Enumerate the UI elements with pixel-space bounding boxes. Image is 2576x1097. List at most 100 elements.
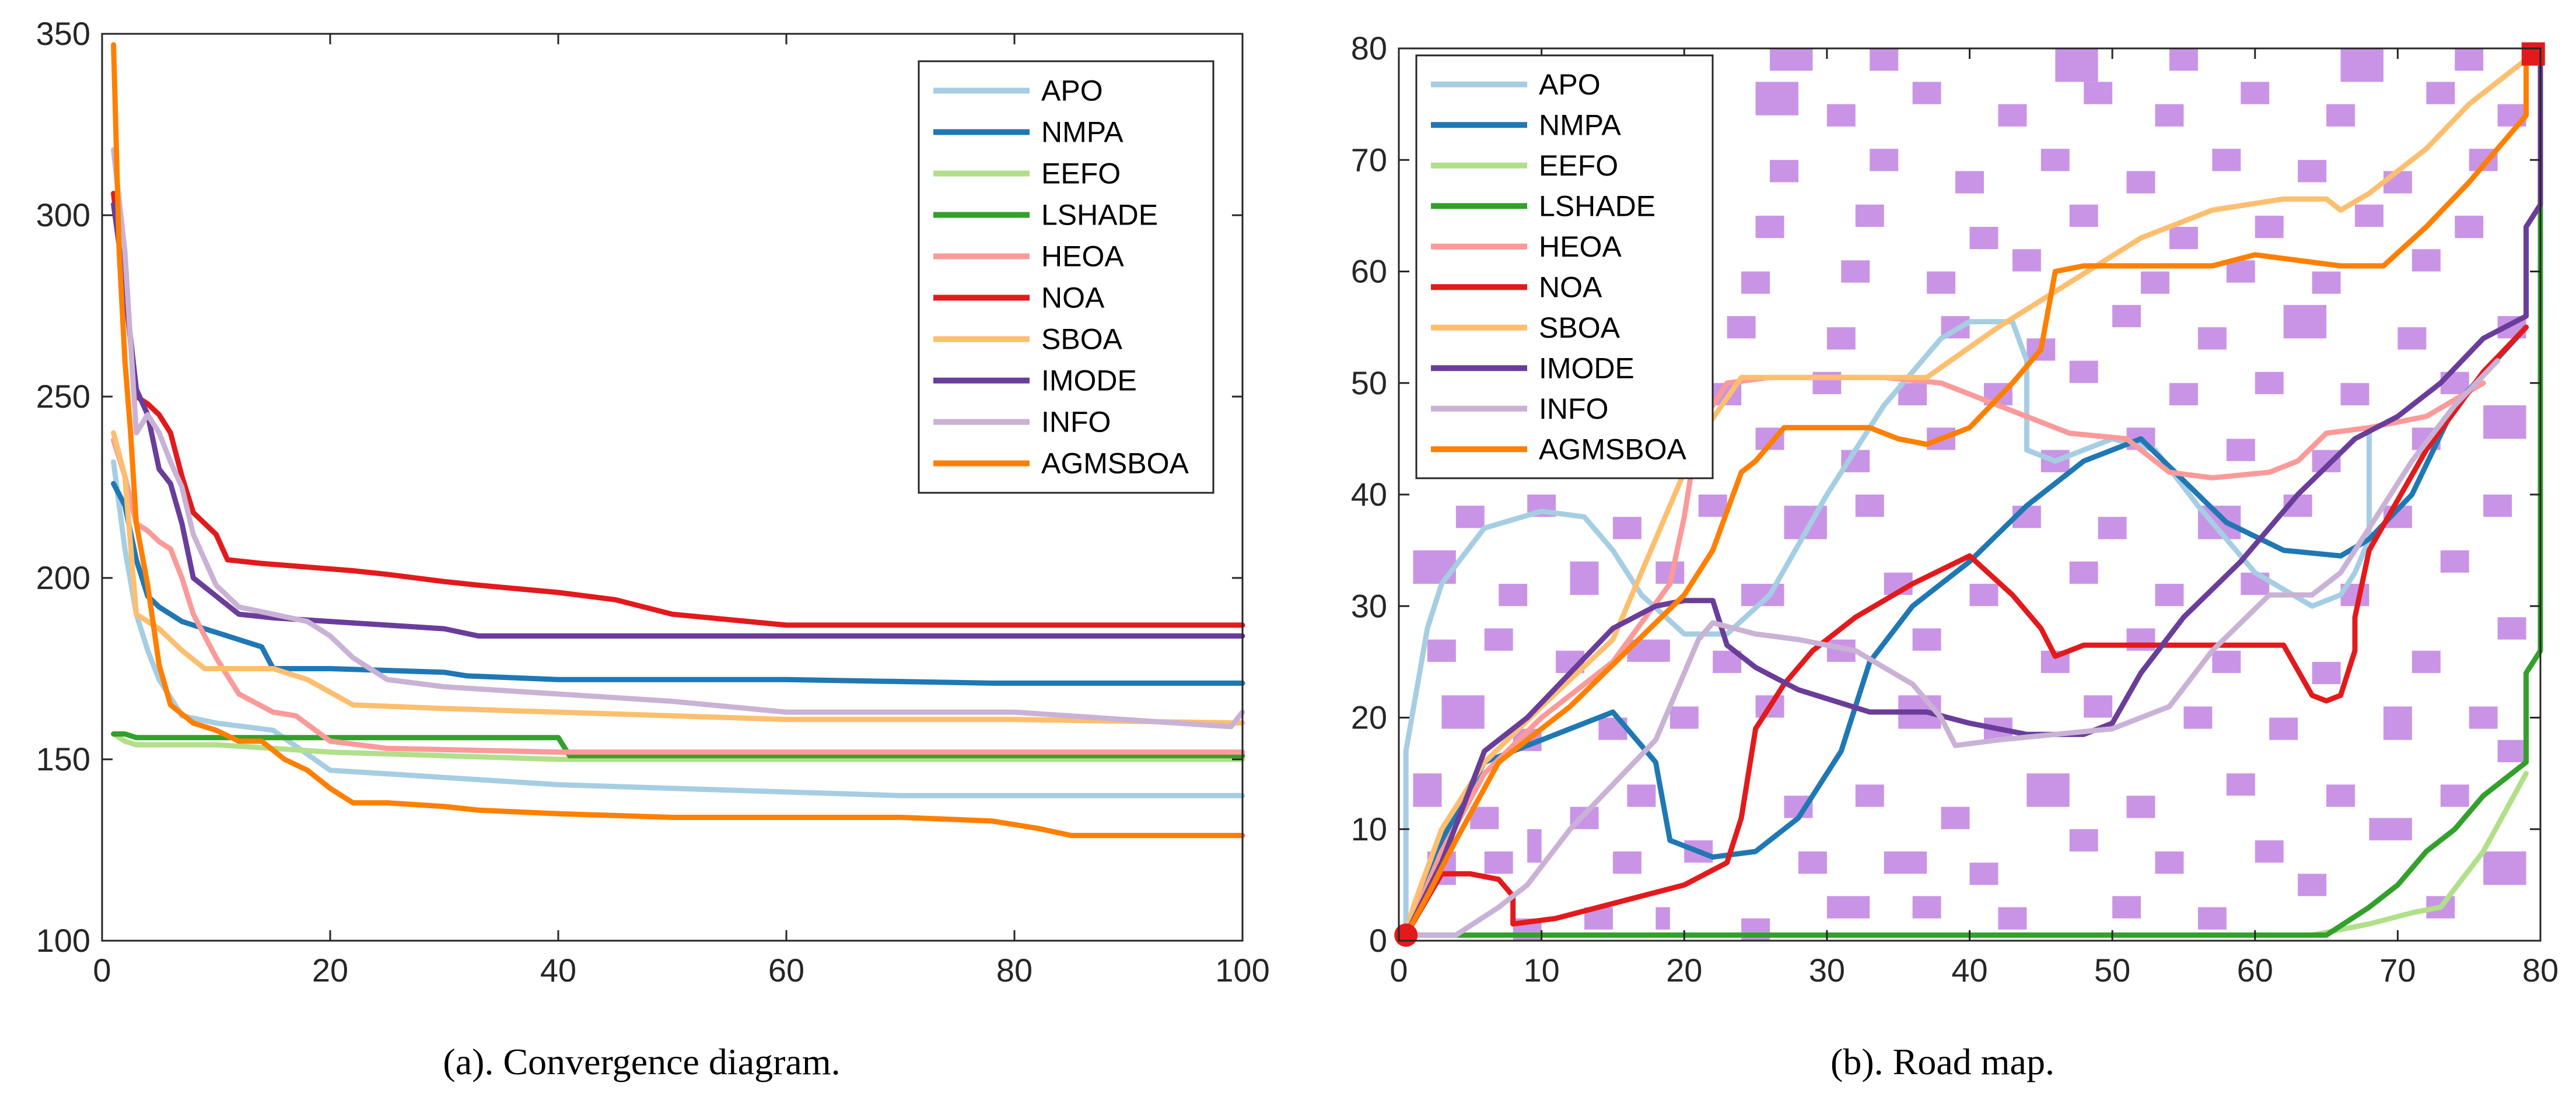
series-line-agmsboa: [111, 42, 1245, 839]
convergence-panel: 0 20 40 60 80 100 100 150 200 250 300 350 APO NMPA EEF…: [36, 15, 1270, 989]
obstacle-block: [1826, 327, 1856, 350]
obstacle-block: [1912, 628, 1941, 651]
y-tick-label: 60: [1351, 253, 1387, 290]
obstacle-block: [2112, 896, 2141, 919]
obstacle-block: [1612, 851, 1642, 874]
y-tick-label: 300: [36, 197, 90, 233]
y-tick-label: 50: [1351, 365, 1387, 401]
obstacle-block: [1969, 584, 1999, 607]
obstacle-block: [1855, 784, 1884, 807]
obstacle-block: [1741, 271, 1770, 294]
obstacle-block: [2155, 584, 2184, 607]
obstacle-block: [1455, 506, 1485, 528]
obstacle-block: [2241, 82, 2270, 104]
obstacle-block: [2369, 818, 2412, 840]
obstacle-block: [1884, 851, 1927, 874]
obstacle-block: [1969, 227, 1999, 250]
obstacle-block: [2012, 249, 2041, 272]
obstacle-block: [2440, 784, 2469, 807]
obstacle-block: [2041, 149, 2070, 171]
x-tick-label: 10: [1523, 952, 1559, 989]
legend-label-agmsboa: AGMSBOA: [1539, 433, 1686, 465]
obstacle-block: [2312, 271, 2341, 294]
legend-label-sboa: SBOA: [1041, 323, 1123, 356]
obstacle-block: [2469, 706, 2498, 729]
obstacle-block: [2169, 227, 2198, 250]
obstacle-block: [2169, 383, 2198, 405]
road-map-panel: 0 10 20 30 40 50 60 70 80 0 10 20 30 40 50 60 70 80 APO NMP…: [1351, 30, 2558, 989]
x-tick-label: 70: [2379, 952, 2416, 989]
y-tick-label: 30: [1351, 587, 1387, 624]
series-line-eefo: [1403, 770, 2529, 938]
y-tick-label: 250: [36, 378, 90, 415]
obstacle-block: [1427, 639, 1456, 662]
obstacle-block: [2069, 561, 2098, 584]
y-tick-label: 10: [1351, 811, 1387, 847]
legend-label-info: INFO: [1041, 406, 1111, 439]
road-map-legend: APO NMPA EEFO LSHADE HEOA NOA SBOA IMODE INFO AGM…: [1415, 54, 1714, 479]
obstacle-block: [2055, 48, 2098, 82]
series-line-heoa: [111, 437, 1245, 755]
series-line-lshade: [111, 731, 1245, 759]
y-tick-label: 0: [1369, 922, 1387, 959]
y-tick-label: 20: [1351, 699, 1387, 736]
series-line-imode: [1403, 45, 2543, 938]
obstacle-block: [2398, 327, 2427, 350]
legend-label-lshade: LSHADE: [1041, 199, 1158, 232]
obstacle-block: [1499, 584, 1528, 607]
obstacle-block: [2455, 48, 2484, 71]
legend-label-noa: NOA: [1539, 271, 1602, 303]
obstacle-block: [2497, 617, 2526, 640]
x-tick-label: 60: [2237, 952, 2273, 989]
x-tick-label: 80: [996, 952, 1032, 989]
x-tick-label: 40: [1951, 952, 1987, 989]
obstacle-block: [2112, 304, 2141, 328]
obstacle-block: [2212, 149, 2241, 171]
series-line-apo: [111, 459, 1245, 798]
legend-label-imode: IMODE: [1041, 365, 1137, 397]
legend-label-sboa: SBOA: [1539, 311, 1620, 344]
obstacle-block: [1698, 495, 1727, 517]
legend-label-apo: APO: [1041, 75, 1103, 107]
legend-label-info: INFO: [1539, 392, 1608, 425]
y-tick-label: 200: [36, 559, 90, 596]
obstacle-block: [1670, 706, 1699, 729]
obstacle-block: [1627, 784, 1656, 807]
y-tick-label: 100: [36, 922, 90, 959]
obstacle-block: [2226, 260, 2255, 283]
series-line-info: [1403, 358, 2501, 938]
obstacle-block: [1770, 48, 1813, 71]
obstacle-block: [1527, 829, 1542, 863]
obstacle-block: [2340, 383, 2370, 405]
series-line-heoa: [1403, 374, 2486, 938]
series-line-agmsboa: [1403, 57, 2529, 938]
legend-label-eefo: EEFO: [1539, 149, 1618, 182]
obstacle-block: [2255, 215, 2284, 239]
obstacle-block: [1941, 807, 1970, 829]
obstacle-block: [2084, 82, 2113, 104]
obstacle-block: [1955, 171, 1984, 194]
obstacle-block: [1870, 48, 1899, 71]
obstacle-block: [1969, 863, 1999, 885]
y-tick-label: 70: [1351, 141, 1387, 178]
legend-label-heoa: HEOA: [1539, 230, 1622, 263]
series-line-noa: [1403, 324, 2529, 938]
series-line-sboa: [111, 430, 1245, 726]
series-line-eefo: [111, 731, 1245, 762]
obstacle-block: [2155, 104, 2184, 127]
legend-label-lshade: LSHADE: [1539, 190, 1656, 222]
start-marker: [1394, 923, 1418, 947]
legend-label-imode: IMODE: [1539, 352, 1634, 384]
obstacle-block: [2126, 795, 2155, 818]
obstacle-block: [2255, 840, 2284, 863]
convergence-legend: APO NMPA EEFO LSHADE HEOA NOA SBOA IMODE INFO AGM…: [918, 60, 1214, 494]
obstacle-block: [2255, 371, 2284, 394]
series-line-noa: [111, 191, 1245, 628]
obstacle-block: [2069, 829, 2098, 851]
obstacle-block: [2283, 304, 2327, 339]
obstacle-block: [2197, 327, 2227, 350]
obstacle-block: [1826, 104, 1856, 127]
legend-label-nmpa: NMPA: [1539, 108, 1621, 141]
obstacle-block: [1770, 160, 1798, 183]
legend-label-agmsboa: AGMSBOA: [1041, 447, 1189, 480]
